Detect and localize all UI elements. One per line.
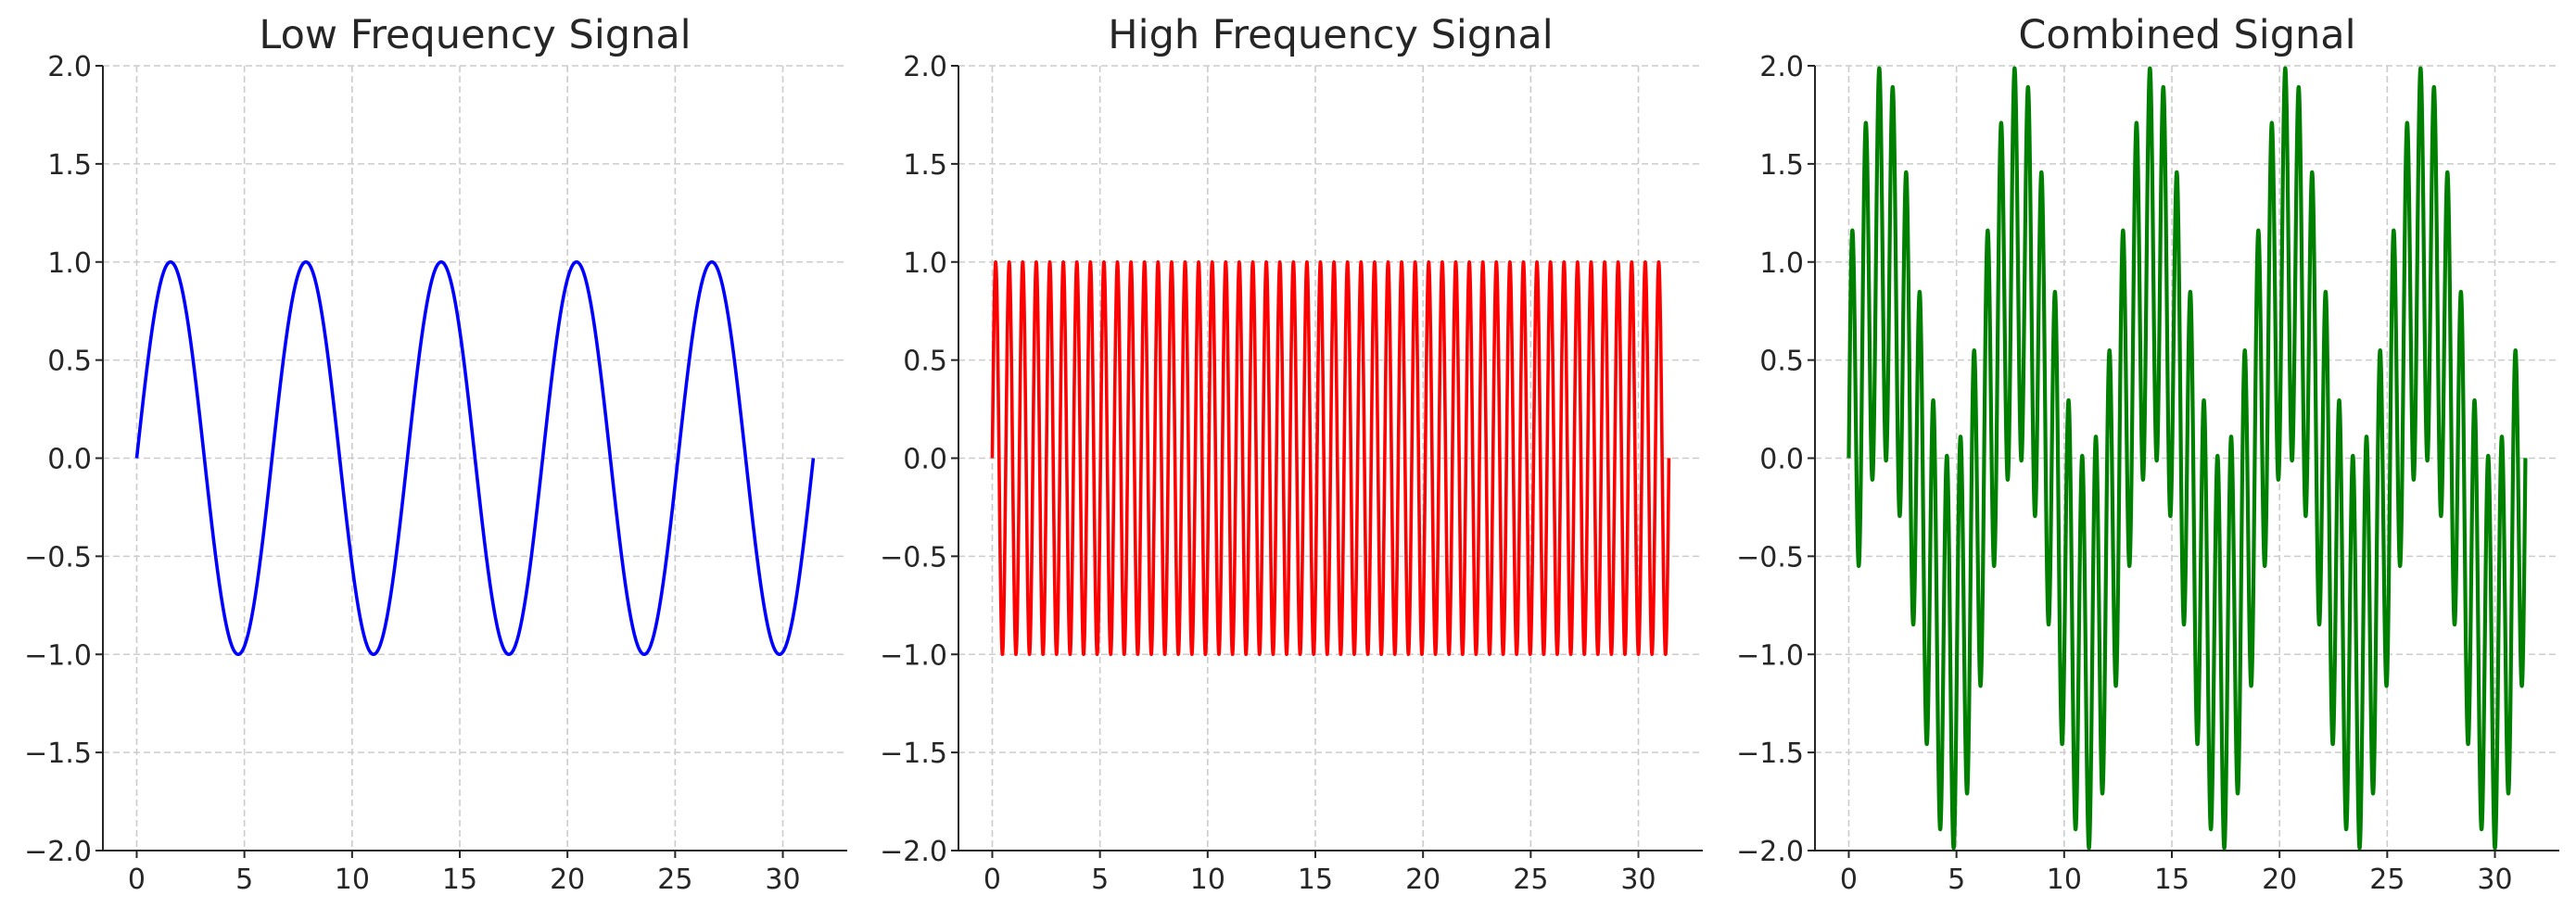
signal-line — [1846, 66, 2528, 851]
x-tick-label: 0 — [128, 864, 146, 896]
x-tick-label: 0 — [1840, 864, 1858, 896]
chart-panel: 0 5 10 15 20 25 30 −2.0 −1.5 −1.0 −0.5 0.0 0.5 1.0 1.5… — [1736, 12, 2559, 896]
chart-panel: 0 5 10 15 20 25 30 −2.0 −1.5 −1.0 −0.5 0.0 0.5 1.0 1.5… — [880, 12, 1703, 896]
x-tick-label: 15 — [1298, 864, 1333, 896]
y-tick-label: 1.0 — [47, 247, 92, 280]
y-tick-label: −0.5 — [1736, 541, 1804, 574]
y-tick-label: −1.0 — [24, 639, 92, 672]
chart-title: Combined Signal — [2018, 12, 2355, 58]
y-tick-label: 0.0 — [1759, 444, 1804, 476]
signal-line — [990, 259, 1671, 657]
y-tick-label: 2.0 — [47, 51, 92, 83]
x-tick-label: 20 — [550, 864, 585, 896]
y-tick-label: −0.5 — [24, 541, 92, 574]
x-tick-label: 0 — [983, 864, 1001, 896]
x-tick-label: 30 — [1620, 864, 1656, 896]
y-tick-label: −1.5 — [880, 738, 947, 770]
y-tick-label: −2.0 — [1736, 836, 1804, 868]
y-tick-label: −2.0 — [24, 836, 92, 868]
y-tick-label: −1.0 — [1736, 639, 1804, 672]
x-tick-label: 30 — [2477, 864, 2512, 896]
y-tick-label: −1.5 — [24, 738, 92, 770]
x-tick-label: 25 — [657, 864, 692, 896]
x-tick-label: 25 — [2369, 864, 2405, 896]
y-tick-label: −0.5 — [880, 541, 947, 574]
y-tick-label: 2.0 — [1759, 51, 1804, 83]
y-tick-label: 1.5 — [1759, 149, 1804, 182]
y-tick-label: −2.0 — [880, 836, 947, 868]
x-tick-label: 15 — [2154, 864, 2189, 896]
chart-panel: 0 5 10 15 20 25 30 −2.0 −1.5 −1.0 −0.5 0.0 0.5 1.0 1.5… — [24, 12, 847, 896]
y-tick-label: 0.5 — [903, 346, 947, 378]
y-tick-label: 1.5 — [47, 149, 92, 182]
x-tick-label: 15 — [442, 864, 477, 896]
x-tick-label: 20 — [1405, 864, 1440, 896]
y-tick-label: 0.0 — [903, 444, 947, 476]
x-tick-label: 25 — [1513, 864, 1548, 896]
x-tick-label: 10 — [2047, 864, 2082, 896]
signal-line — [134, 259, 816, 657]
x-tick-label: 5 — [1948, 864, 1965, 896]
y-tick-label: −1.0 — [880, 639, 947, 672]
y-tick-label: 0.5 — [47, 346, 92, 378]
x-tick-label: 30 — [765, 864, 800, 896]
y-tick-label: −1.5 — [1736, 738, 1804, 770]
x-tick-label: 10 — [335, 864, 370, 896]
y-tick-label: 0.5 — [1759, 346, 1804, 378]
chart-title: Low Frequency Signal — [259, 12, 691, 58]
y-tick-label: 0.0 — [47, 444, 92, 476]
x-tick-label: 10 — [1190, 864, 1225, 896]
y-tick-label: 1.0 — [1759, 247, 1804, 280]
x-tick-label: 20 — [2262, 864, 2297, 896]
y-tick-label: 1.5 — [903, 149, 947, 182]
x-tick-label: 5 — [235, 864, 253, 896]
y-tick-label: 2.0 — [903, 51, 947, 83]
chart-title: High Frequency Signal — [1108, 12, 1553, 58]
x-tick-label: 5 — [1091, 864, 1109, 896]
y-tick-label: 1.0 — [903, 247, 947, 280]
